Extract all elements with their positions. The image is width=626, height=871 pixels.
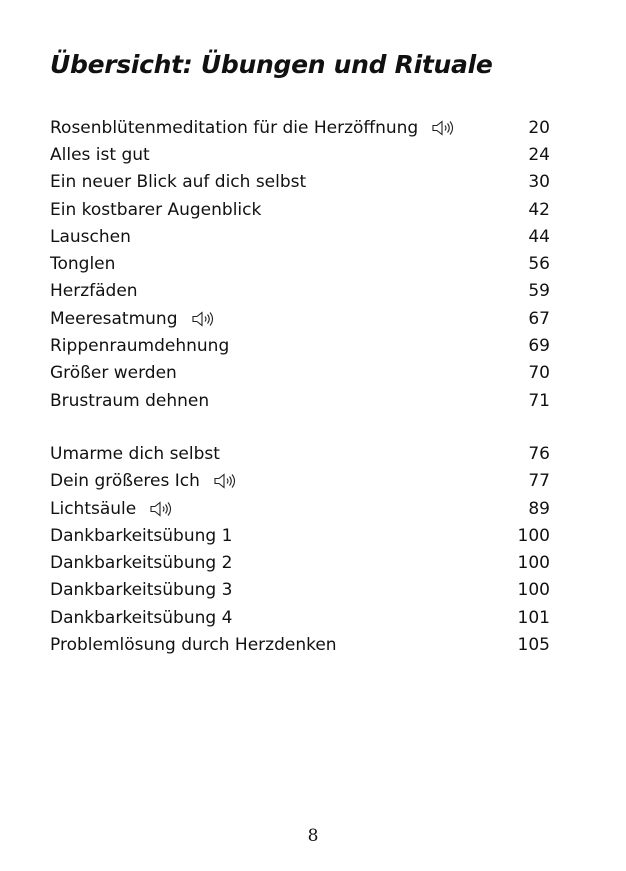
- entry-page: 42: [528, 199, 550, 220]
- entry-label: Rippenraumdehnung: [50, 336, 230, 357]
- page-title: Übersicht: Übungen und Rituale: [50, 50, 493, 79]
- entry-page: 100: [517, 553, 550, 574]
- toc-entry: Größer werden 70: [50, 360, 550, 387]
- entry-label: Lichtsäule: [50, 498, 137, 519]
- sound-waves: [162, 501, 172, 516]
- speaker: [214, 473, 225, 489]
- entry-label: Ein neuer Blick auf dich selbst: [50, 172, 307, 193]
- table-of-contents: Rosenblütenmeditation für die Herzöffnun…: [50, 114, 550, 685]
- audio-icon: [150, 500, 172, 517]
- entry-label: Größer werden: [50, 363, 177, 384]
- toc-entry: Rosenblütenmeditation für die Herzöffnun…: [50, 114, 550, 141]
- entry-label: Umarme dich selbst: [50, 443, 220, 464]
- entry-page: 100: [517, 525, 550, 546]
- entry-page: 76: [528, 443, 550, 464]
- entry-label: Problemlösung durch Herzdenken: [50, 634, 337, 655]
- toc-entry: Herzfäden 59: [50, 278, 550, 305]
- toc-entry: Dein größeres Ich 77: [50, 468, 550, 495]
- entry-page: 71: [528, 390, 550, 411]
- sound-waves: [204, 311, 213, 326]
- entry-label: Meeresatmung: [50, 308, 178, 329]
- entry-label: Brustraum dehnen: [50, 390, 210, 411]
- entry-page: 101: [517, 607, 550, 628]
- audio-icon: [214, 473, 235, 489]
- entry-label: Dankbarkeitsübung 1: [50, 525, 233, 546]
- entry-page: 69: [528, 336, 550, 357]
- entry-label: Herzfäden: [50, 281, 138, 302]
- entry-label: Alles ist gut: [50, 144, 150, 165]
- entry-page: 24: [528, 144, 550, 165]
- entry-group: Umarme dich selbst 76 Dein größeres Ich 77 L…: [50, 440, 550, 658]
- entry-label: Tonglen: [50, 254, 116, 275]
- speaker: [432, 119, 443, 136]
- toc-entry: Dankbarkeitsübung 4 101: [50, 604, 550, 631]
- entry-label: Dankbarkeitsübung 2: [50, 553, 233, 574]
- toc-entry: Meeresatmung 67: [50, 305, 550, 332]
- entry-label: Rosenblütenmeditation für die Herzöffnun…: [50, 117, 419, 138]
- sound-waves: [226, 474, 235, 489]
- toc-entry: Dankbarkeitsübung 3 100: [50, 577, 550, 604]
- toc-entry: Dankbarkeitsübung 1 100: [50, 522, 550, 549]
- entry-label: Lauschen: [50, 226, 131, 247]
- audio-icon: [191, 311, 213, 327]
- entry-page: 44: [528, 226, 550, 247]
- toc-entry: Umarme dich selbst 76: [50, 440, 550, 467]
- entry-label: Dankbarkeitsübung 4: [50, 607, 233, 628]
- entry-label: Dankbarkeitsübung 3: [50, 580, 233, 601]
- toc-entry: Dankbarkeitsübung 2 100: [50, 549, 550, 576]
- entry-page: 70: [528, 363, 550, 384]
- speaker: [191, 311, 203, 327]
- entry-page: 100: [517, 580, 550, 601]
- sound-waves: [444, 120, 454, 135]
- entry-page: 56: [528, 254, 550, 275]
- entry-label: Ein kostbarer Augenblick: [50, 199, 262, 220]
- entry-page: 20: [528, 117, 550, 138]
- entry-page: 77: [528, 471, 550, 492]
- toc-entry: Lichtsäule 89: [50, 495, 550, 522]
- toc-entry: Alles ist gut 24: [50, 141, 550, 168]
- page-number: 8: [307, 826, 319, 846]
- toc-entry: Lauschen 44: [50, 223, 550, 250]
- toc-entry: Ein neuer Blick auf dich selbst 30: [50, 169, 550, 196]
- entry-page: 89: [528, 498, 550, 519]
- toc-entry: Brustraum dehnen 71: [50, 387, 550, 414]
- speaker: [150, 500, 161, 517]
- audio-icon: [432, 119, 454, 136]
- entry-page: 59: [528, 281, 550, 302]
- toc-entry: Problemlösung durch Herzdenken 105: [50, 631, 550, 658]
- entry-page: 105: [517, 634, 550, 655]
- entry-label: Dein größeres Ich: [50, 471, 200, 492]
- toc-entry: Tonglen 56: [50, 250, 550, 277]
- entry-page: 30: [528, 172, 550, 193]
- toc-entry: Rippenraumdehnung 69: [50, 332, 550, 359]
- toc-entry: Ein kostbarer Augenblick 42: [50, 196, 550, 223]
- entry-group: Rosenblütenmeditation für die Herzöffnun…: [50, 114, 550, 414]
- entry-page: 67: [528, 308, 550, 329]
